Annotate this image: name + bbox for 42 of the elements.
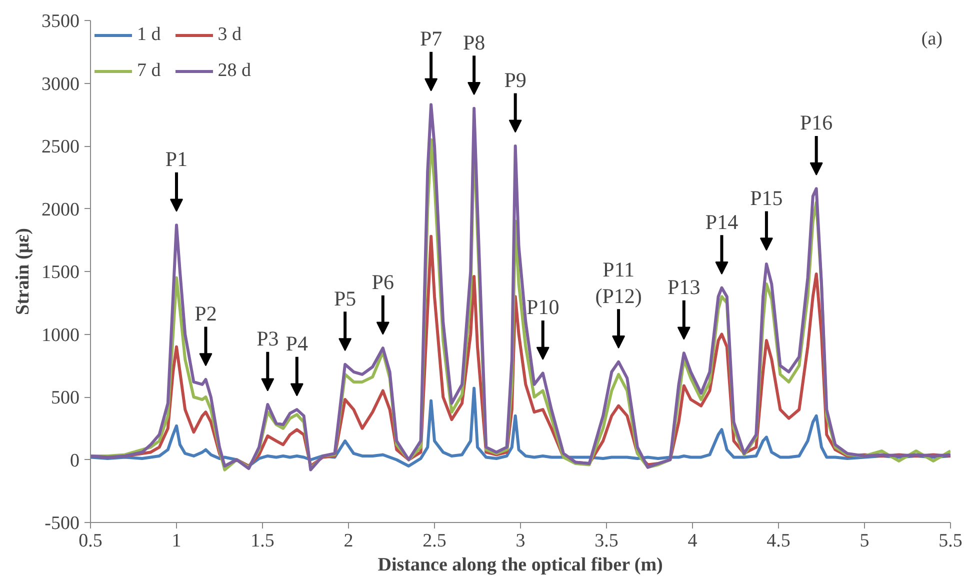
legend-label: 28 d <box>218 60 251 82</box>
x-tick-label: 5.5 <box>938 530 962 552</box>
y-tick-label: -500 <box>44 513 80 534</box>
annotation: P3 <box>256 326 279 351</box>
x-tick-label: 3 <box>516 530 526 552</box>
x-tick-label: 1 <box>172 530 182 552</box>
x-tick-label: 2.5 <box>422 530 446 552</box>
x-tick-label: 4.5 <box>766 530 790 552</box>
annotation: P13 <box>668 275 700 300</box>
x-axis-title: Distance along the optical fiber (m) <box>378 554 663 576</box>
legend-label: 7 d <box>137 60 161 82</box>
annotation: P7 <box>420 26 442 51</box>
y-axis-title: Strain (με) <box>12 228 34 315</box>
y-tick-label: 1500 <box>42 262 80 283</box>
legend-label: 3 d <box>218 24 242 46</box>
x-tick-label: 2 <box>344 530 354 552</box>
legend-label: 1 d <box>137 24 161 46</box>
annotation: P4 <box>286 332 308 356</box>
annotation: P10 <box>526 295 560 320</box>
x-tick-label: 0.5 <box>78 530 102 552</box>
y-tick-label: 3000 <box>42 74 80 95</box>
annotation: (a) <box>921 28 943 50</box>
annotation: P11 (P12) <box>595 257 642 308</box>
x-tick-label: 5 <box>860 530 870 552</box>
annotation: P9 <box>504 68 526 92</box>
y-tick-label: 500 <box>51 388 80 408</box>
annotation: P8 <box>462 30 486 54</box>
y-tick-label: 1000 <box>42 324 80 346</box>
annotation: P6 <box>372 270 394 294</box>
x-tick-label: 3.5 <box>594 530 618 552</box>
y-tick-label: 0 <box>70 450 80 472</box>
annotation: P2 <box>194 301 217 326</box>
y-tick-label: 2500 <box>42 136 80 158</box>
annotation: P5 <box>334 286 356 310</box>
annotation: P15 <box>750 186 783 210</box>
y-tick-label: 2000 <box>42 199 80 220</box>
annotation: P14 <box>705 210 739 234</box>
y-tick-label: 3500 <box>42 11 80 32</box>
x-tick-label: 1.5 <box>250 530 274 552</box>
x-tick-label: 4 <box>688 530 698 552</box>
annotation: P16 <box>800 110 833 135</box>
annotation: P1 <box>165 147 188 172</box>
